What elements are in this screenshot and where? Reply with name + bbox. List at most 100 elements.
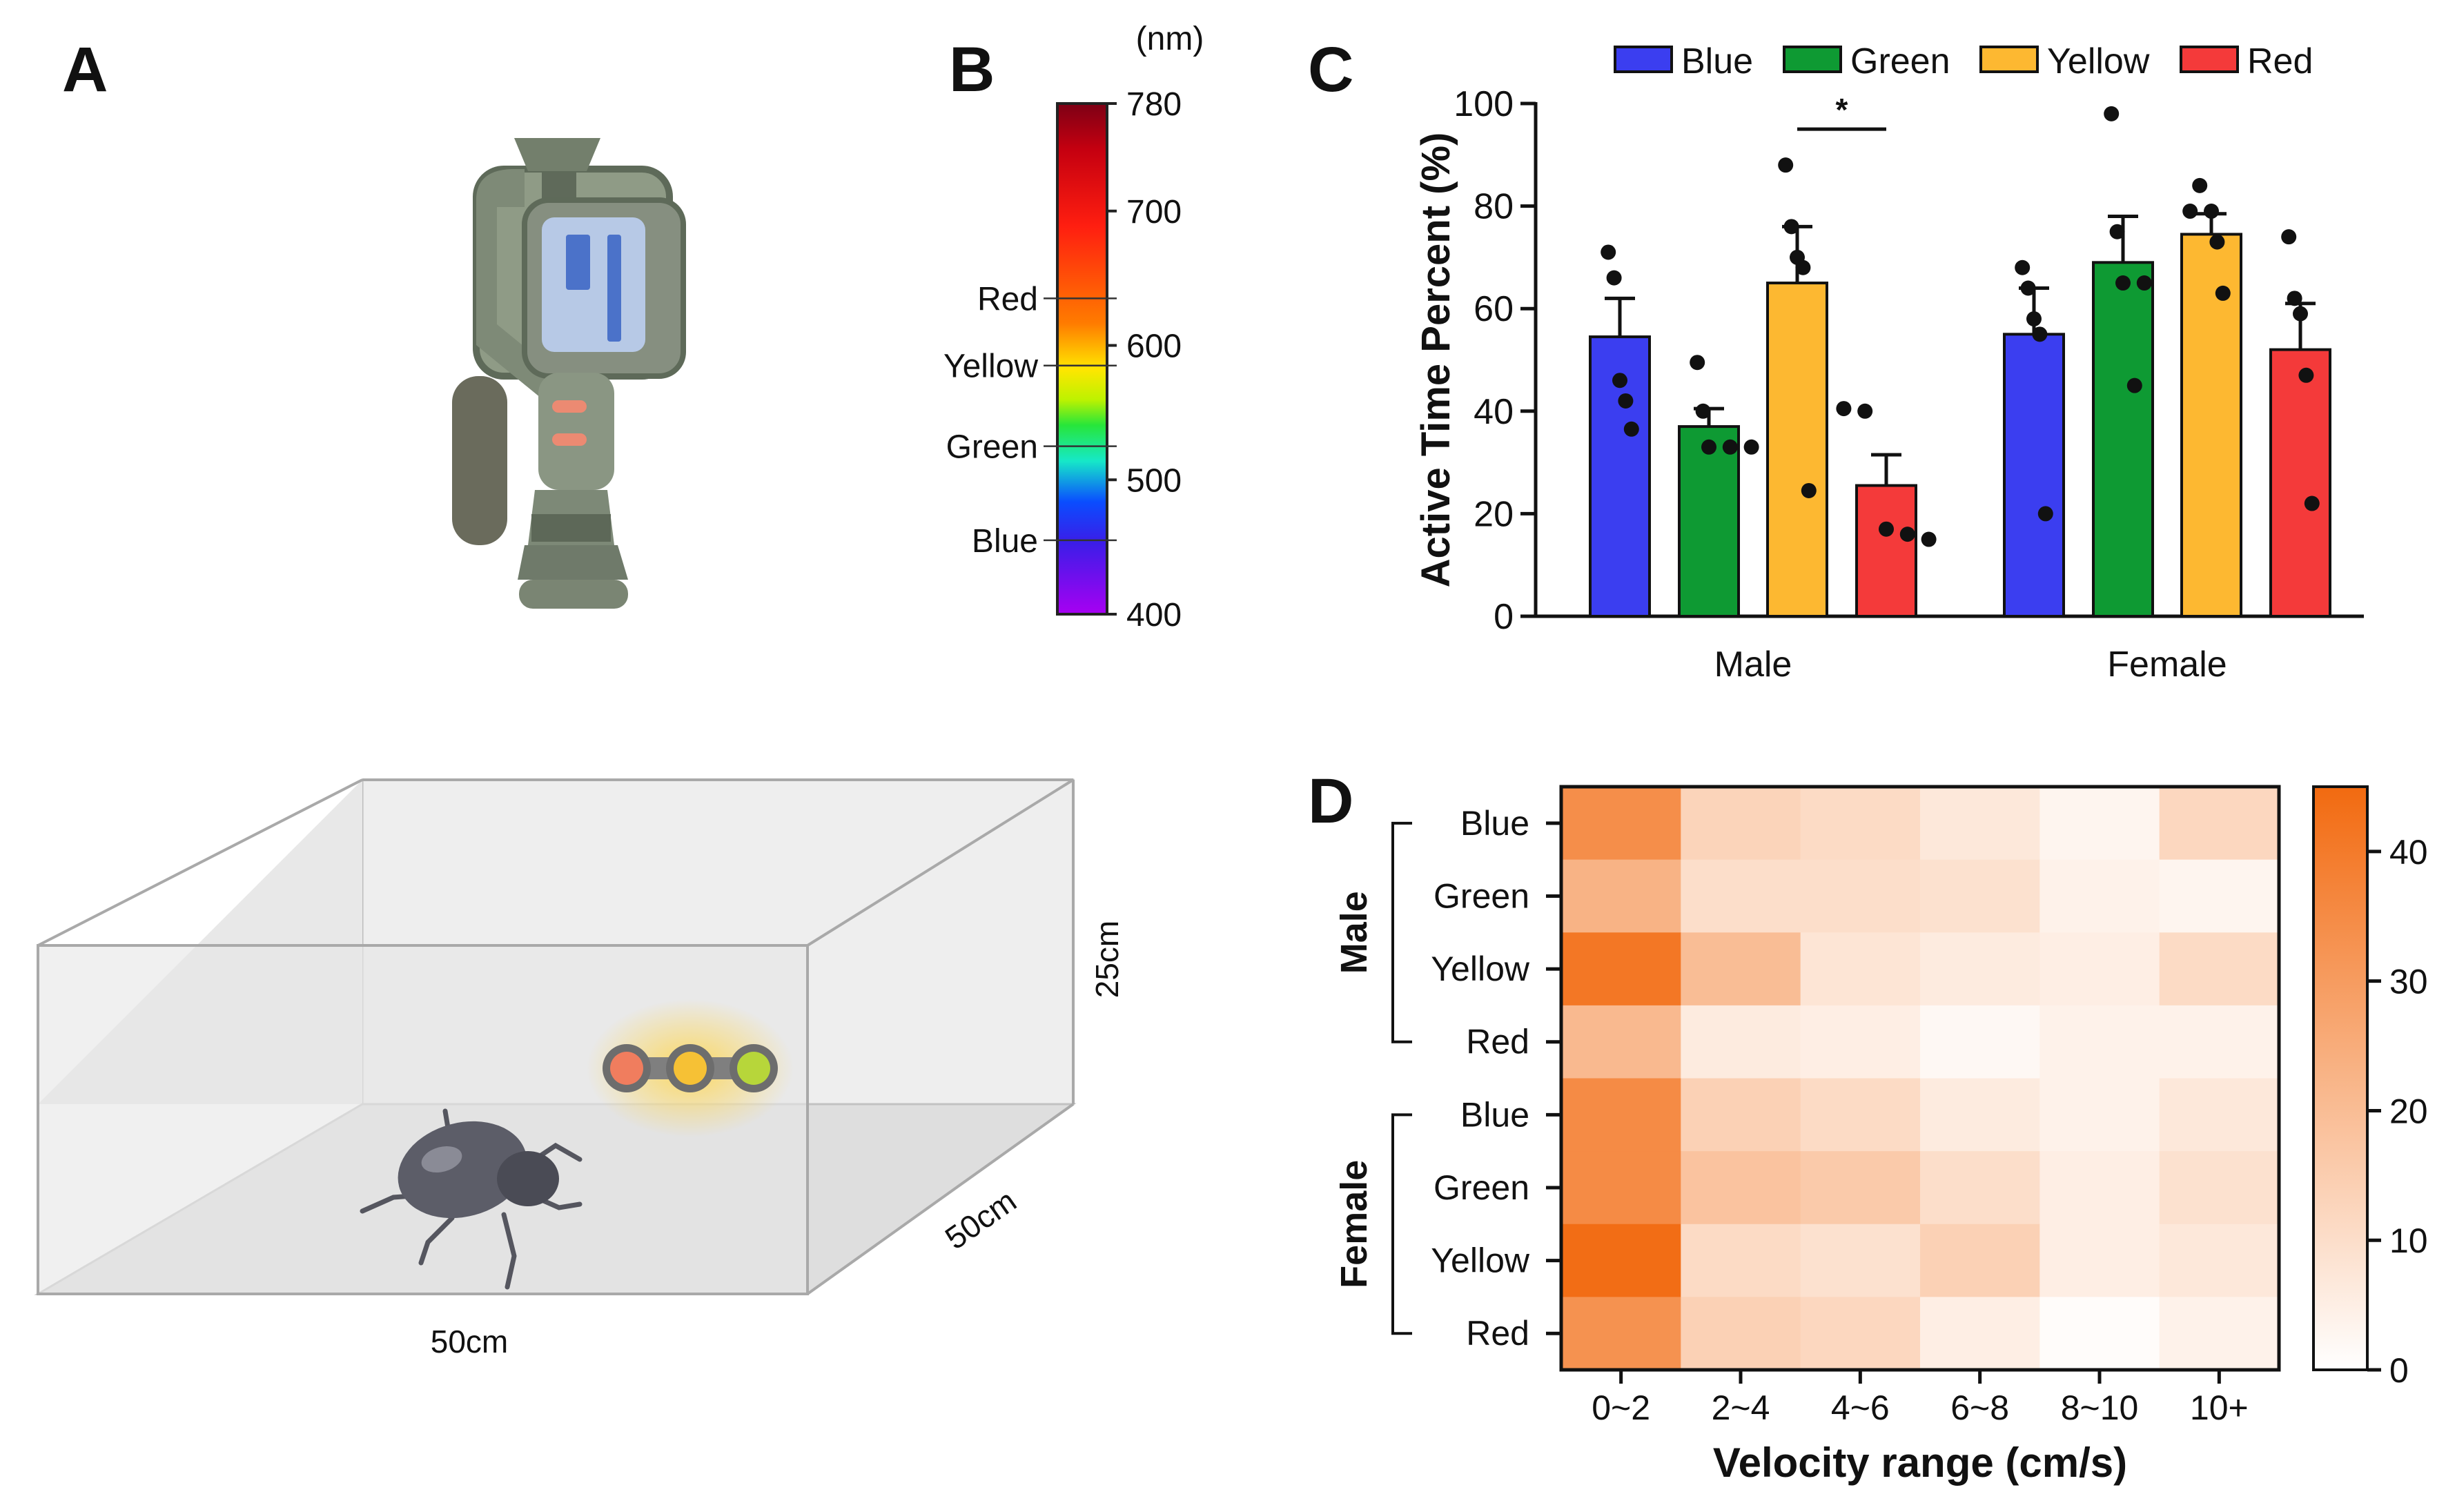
legend-swatch: [1614, 46, 1673, 73]
panel-c-label: C: [1308, 35, 1353, 105]
data-point: [1857, 403, 1873, 419]
heatmap-cell: [2039, 787, 2160, 861]
heatmap-cell: [1561, 787, 1681, 861]
data-point: [2192, 177, 2208, 193]
arena-height-label: 25cm: [1089, 921, 1125, 998]
data-point: [1879, 521, 1894, 537]
heatmap-cell: [1800, 859, 1921, 933]
data-point: [2032, 326, 2048, 342]
y-tick-label: 0: [1494, 597, 1514, 637]
spectrum-tick-label: 780: [1126, 86, 1182, 123]
legend-label: Blue: [1681, 41, 1753, 81]
data-point: [1778, 157, 1794, 173]
heatmap-cell: [2039, 1078, 2160, 1152]
heatmap-cell: [1800, 1078, 1921, 1152]
row-label: Yellow: [1431, 950, 1530, 988]
data-point: [2209, 234, 2225, 250]
colorbar-tick-label: 30: [2389, 963, 2428, 1001]
y-tick-label: 60: [1474, 289, 1514, 329]
heatmap-cell: [1920, 1151, 2040, 1225]
legend-label: Red: [2247, 41, 2313, 81]
data-point: [1783, 219, 1799, 235]
heatmap-cell: [1561, 932, 1681, 1006]
led-module: [587, 999, 794, 1137]
bar: [1855, 484, 1917, 618]
heatmap-cell: [2159, 1151, 2280, 1225]
row-label: Blue: [1460, 1095, 1529, 1134]
data-point: [1623, 421, 1639, 437]
column-label: 4~6: [1831, 1388, 1890, 1427]
panel-b-label: B: [949, 35, 995, 105]
data-point: [2015, 259, 2031, 275]
data-point: [2182, 204, 2198, 219]
data-point: [2126, 377, 2142, 393]
column-label: 0~2: [1592, 1388, 1650, 1427]
heatmap-cell: [1920, 1297, 2040, 1371]
colorbar-tick-label: 40: [2389, 833, 2428, 872]
data-point: [2304, 495, 2320, 511]
group-label: Female: [1333, 1160, 1375, 1288]
colorbar: [2312, 785, 2369, 1371]
y-tick-label: 80: [1474, 187, 1514, 227]
y-tick-label: 20: [1474, 494, 1514, 534]
light-source-device: [452, 138, 686, 609]
data-point: [1899, 527, 1915, 542]
column-label: 2~4: [1712, 1388, 1770, 1427]
spectrum-marker-label: Green: [946, 429, 1038, 466]
heatmap-cell: [1681, 1151, 1801, 1225]
spectrum-ticks: 780 700 600 500 400 Red Yellow Green Blue: [943, 86, 1182, 634]
data-point: [2037, 506, 2053, 522]
data-point: [1612, 373, 1627, 389]
bar-chart: 0 20 40 60 80 100 Active Time Percent (%) Male F…: [1413, 41, 2364, 685]
heatmap-cell: [1800, 1224, 1921, 1297]
heatmap-cell: [1681, 1224, 1801, 1297]
x-group-label: Male: [1714, 645, 1792, 685]
group-bracket: [1391, 821, 1412, 1043]
data-point: [1743, 439, 1759, 455]
legend-swatch: [2180, 46, 2239, 73]
bar: [2092, 261, 2154, 618]
group-label: Male: [1333, 891, 1375, 974]
arena-depth-label: 50cm: [939, 1182, 1023, 1256]
heatmap-cell: [1920, 1224, 2040, 1297]
heatmap-cell: [1561, 1297, 1681, 1371]
heatmap-cell: [1920, 859, 2040, 933]
heatmap-frame: [1559, 785, 2281, 1372]
data-point: [2215, 285, 2231, 301]
data-point: [2115, 275, 2131, 291]
heatmap-chart: Blue Green Yellow Red Blue Green Yellow Red Male…: [1333, 785, 2428, 1486]
row-label: Green: [1434, 1168, 1529, 1207]
beetle: [360, 1108, 583, 1290]
spectrum-tick-label: 700: [1126, 194, 1182, 230]
heatmap-cell: [2039, 1005, 2160, 1079]
colorbar-tick-label: 10: [2389, 1221, 2428, 1260]
data-point: [1701, 439, 1716, 455]
significance-star: *: [1836, 92, 1848, 128]
spectrum-unit: (nm): [1136, 21, 1204, 57]
data-point: [2293, 306, 2308, 322]
heatmap-cell: [1800, 1151, 1921, 1225]
led-green: [737, 1052, 770, 1085]
y-axis-title: Active Time Percent (%): [1413, 132, 1458, 588]
row-label: Blue: [1460, 804, 1529, 843]
row-label: Green: [1434, 876, 1529, 915]
data-point: [2026, 311, 2042, 327]
heatmap-cell: [1561, 1224, 1681, 1297]
heatmap-cell: [2159, 1078, 2280, 1152]
heatmap-cell: [1681, 932, 1801, 1006]
heatmap-cell: [1561, 1005, 1681, 1079]
data-point: [2287, 291, 2302, 306]
panel-a-label: A: [62, 35, 108, 105]
data-point: [2136, 275, 2152, 291]
x-group-label: Female: [2107, 645, 2227, 685]
heatmap-cell: [1561, 859, 1681, 933]
arena-width-label: 50cm: [431, 1324, 508, 1359]
data-point: [1606, 270, 1622, 286]
spectrum-marker-label: Blue: [972, 523, 1038, 560]
heatmap-cell: [2039, 1297, 2160, 1371]
heatmap-cell: [1800, 932, 1921, 1006]
bar: [2003, 333, 2065, 618]
arena-box: [34, 778, 1077, 1295]
column-label: 10+: [2190, 1388, 2249, 1427]
